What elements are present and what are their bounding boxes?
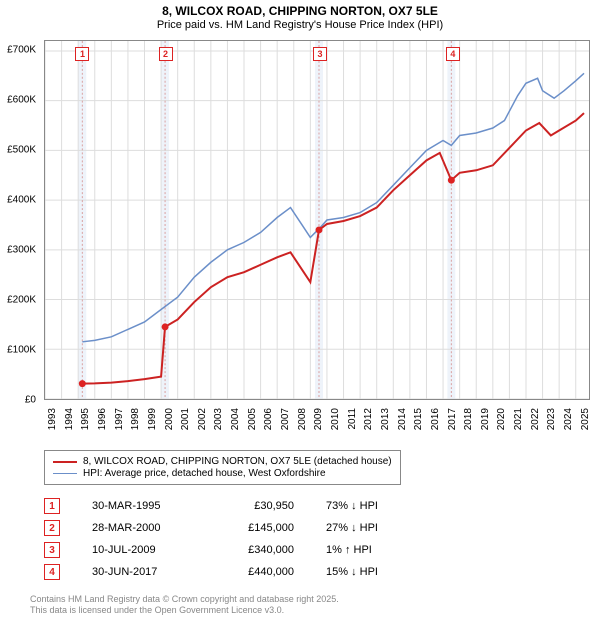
x-tick-label: 2010 [330, 408, 341, 430]
chart-title: 8, WILCOX ROAD, CHIPPING NORTON, OX7 5LE [0, 4, 600, 18]
sale-price: £340,000 [224, 544, 294, 556]
y-tick-label: £0 [25, 395, 36, 406]
sale-price: £440,000 [224, 566, 294, 578]
x-tick-label: 2000 [164, 408, 175, 430]
sale-price: £145,000 [224, 522, 294, 534]
sales-table: 1 30-MAR-1995 £30,950 73% ↓ HPI 2 28-MAR-2000… [44, 498, 416, 586]
x-tick-label: 2020 [496, 408, 507, 430]
x-tick-label: 2019 [480, 408, 491, 430]
sale-diff: 73% ↓ HPI [326, 500, 416, 512]
footer-attribution: Contains HM Land Registry data © Crown c… [30, 594, 339, 616]
event-marker: 3 [313, 47, 327, 61]
y-axis-labels: £0£100K£200K£300K£400K£500K£600K£700K [0, 40, 40, 400]
x-tick-label: 2013 [380, 408, 391, 430]
sales-row: 1 30-MAR-1995 £30,950 73% ↓ HPI [44, 498, 416, 514]
x-tick-label: 2004 [230, 408, 241, 430]
sale-price: £30,950 [224, 500, 294, 512]
sale-diff: 1% ↑ HPI [326, 544, 416, 556]
x-tick-label: 2001 [180, 408, 191, 430]
chart-subtitle: Price paid vs. HM Land Registry's House … [0, 19, 600, 31]
x-tick-label: 2014 [397, 408, 408, 430]
sale-date: 30-MAR-1995 [92, 500, 192, 512]
x-tick-label: 1998 [130, 408, 141, 430]
y-tick-label: £600K [7, 95, 36, 106]
x-tick-label: 1996 [97, 408, 108, 430]
chart-legend: 8, WILCOX ROAD, CHIPPING NORTON, OX7 5LE… [44, 450, 401, 485]
x-tick-label: 2025 [580, 408, 591, 430]
chart-svg [45, 41, 589, 399]
x-tick-label: 2023 [546, 408, 557, 430]
sale-date: 30-JUN-2017 [92, 566, 192, 578]
sales-row: 2 28-MAR-2000 £145,000 27% ↓ HPI [44, 520, 416, 536]
x-tick-label: 2017 [447, 408, 458, 430]
y-tick-label: £100K [7, 345, 36, 356]
x-axis-labels: 1993 1994 1995 1996 1997 1998 1999 2000 2001 2002… [44, 404, 590, 448]
chart-plot-area: 1 2 3 4 [44, 40, 590, 400]
y-tick-label: £300K [7, 245, 36, 256]
event-marker: 4 [446, 47, 460, 61]
x-tick-label: 2006 [263, 408, 274, 430]
sale-marker-box: 2 [44, 520, 60, 536]
x-tick-label: 2015 [413, 408, 424, 430]
x-tick-label: 2018 [463, 408, 474, 430]
sale-date: 10-JUL-2009 [92, 544, 192, 556]
x-tick-label: 2003 [213, 408, 224, 430]
legend-label: HPI: Average price, detached house, West… [83, 468, 326, 479]
x-tick-label: 2021 [513, 408, 524, 430]
sale-marker-box: 1 [44, 498, 60, 514]
footer-line-1: Contains HM Land Registry data © Crown c… [30, 594, 339, 605]
y-tick-label: £700K [7, 45, 36, 56]
chart-container: 8, WILCOX ROAD, CHIPPING NORTON, OX7 5LE… [0, 0, 600, 620]
x-tick-label: 2002 [197, 408, 208, 430]
sales-row: 3 10-JUL-2009 £340,000 1% ↑ HPI [44, 542, 416, 558]
sale-marker-box: 3 [44, 542, 60, 558]
x-tick-label: 1993 [47, 408, 58, 430]
legend-swatch [53, 461, 77, 463]
legend-label: 8, WILCOX ROAD, CHIPPING NORTON, OX7 5LE… [83, 456, 392, 467]
x-tick-label: 2011 [347, 408, 358, 430]
x-tick-label: 2007 [280, 408, 291, 430]
x-tick-label: 2009 [313, 408, 324, 430]
sale-diff: 27% ↓ HPI [326, 522, 416, 534]
title-block: 8, WILCOX ROAD, CHIPPING NORTON, OX7 5LE… [0, 0, 600, 33]
sale-diff: 15% ↓ HPI [326, 566, 416, 578]
x-tick-label: 2016 [430, 408, 441, 430]
y-tick-label: £200K [7, 295, 36, 306]
x-tick-label: 1994 [64, 408, 75, 430]
x-tick-label: 1997 [114, 408, 125, 430]
event-marker: 1 [75, 47, 89, 61]
sales-row: 4 30-JUN-2017 £440,000 15% ↓ HPI [44, 564, 416, 580]
y-tick-label: £500K [7, 145, 36, 156]
legend-swatch [53, 473, 77, 475]
legend-item: HPI: Average price, detached house, West… [53, 468, 392, 479]
legend-item: 8, WILCOX ROAD, CHIPPING NORTON, OX7 5LE… [53, 456, 392, 467]
x-tick-label: 2008 [297, 408, 308, 430]
sale-marker-box: 4 [44, 564, 60, 580]
footer-line-2: This data is licensed under the Open Gov… [30, 605, 339, 616]
sale-date: 28-MAR-2000 [92, 522, 192, 534]
x-tick-label: 1995 [80, 408, 91, 430]
y-tick-label: £400K [7, 195, 36, 206]
x-tick-label: 2005 [247, 408, 258, 430]
x-tick-label: 1999 [147, 408, 158, 430]
x-tick-label: 2022 [530, 408, 541, 430]
x-tick-label: 2012 [363, 408, 374, 430]
x-tick-label: 2024 [563, 408, 574, 430]
event-marker: 2 [159, 47, 173, 61]
